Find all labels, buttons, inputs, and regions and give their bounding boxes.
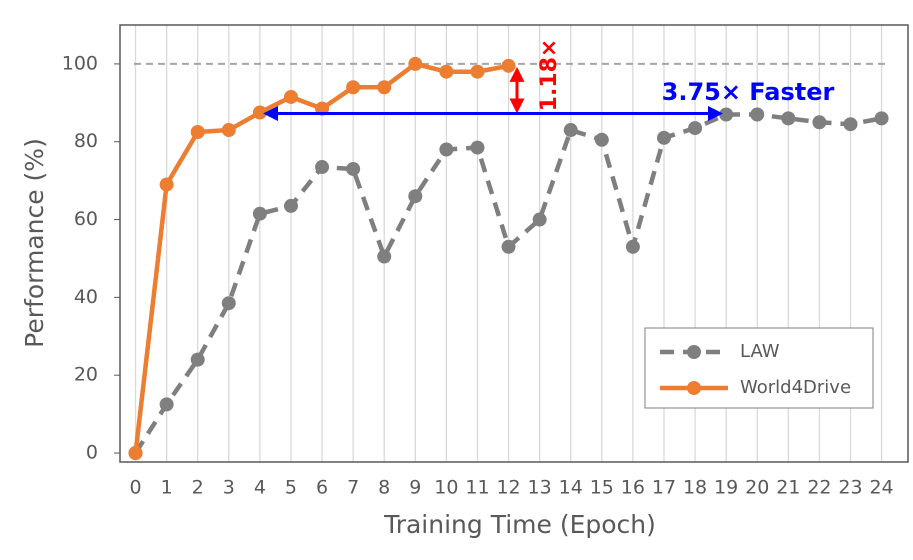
data-point [221, 123, 236, 138]
data-point [501, 58, 516, 73]
data-point [377, 249, 392, 264]
data-point [439, 64, 454, 79]
data-point [283, 89, 298, 104]
y-tick-label: 80 [74, 130, 98, 152]
x-tick-label: 9 [409, 477, 421, 499]
plot-frame [119, 24, 909, 463]
data-point [439, 142, 454, 157]
x-tick-label: 4 [254, 477, 266, 499]
x-tick-label: 12 [496, 477, 520, 499]
x-tick-label: 18 [683, 477, 707, 499]
x-tick-label: 15 [590, 477, 614, 499]
data-point [843, 117, 858, 132]
legend-marker [687, 345, 701, 359]
data-point [874, 111, 889, 126]
data-point [252, 206, 267, 221]
data-point [283, 198, 298, 213]
x-tick-label: 22 [807, 477, 831, 499]
x-tick-label: 13 [528, 477, 552, 499]
legend-marker [687, 381, 701, 395]
x-tick-label: 10 [434, 477, 458, 499]
legend-label: World4Drive [740, 377, 851, 398]
data-point [128, 446, 143, 460]
data-point [501, 239, 516, 254]
data-point [532, 212, 547, 227]
x-tick-label: 16 [621, 477, 645, 499]
data-point [408, 56, 423, 71]
data-point [159, 397, 174, 412]
x-axis-label: Training Time (Epoch) [383, 510, 656, 539]
annotation: 1.18× [537, 39, 562, 112]
x-tick-label: 3 [223, 477, 235, 499]
x-tick-label: 6 [316, 477, 328, 499]
annotations: 1.18× 3.75× Faster [263, 39, 835, 122]
data-point [656, 130, 671, 145]
data-point [470, 140, 485, 155]
data-point [594, 132, 609, 147]
legend [644, 327, 874, 409]
data-point [221, 296, 236, 311]
data-point [346, 161, 361, 176]
x-tick-label: 23 [838, 477, 862, 499]
data-point [750, 107, 765, 122]
data-point [563, 123, 578, 138]
data-point [159, 177, 174, 192]
y-tick-label: 20 [74, 364, 98, 386]
data-point [252, 105, 267, 120]
data-point [719, 107, 734, 122]
y-tick-label: 40 [74, 286, 98, 308]
x-tick-label: 2 [192, 477, 204, 499]
legend-label: LAW [740, 341, 780, 362]
x-tick-label: 5 [285, 477, 297, 499]
y-tick-label: 100 [62, 52, 98, 74]
data-point [377, 80, 392, 95]
data-point [408, 189, 423, 204]
x-tick-label: 0 [129, 477, 141, 499]
data-point [625, 239, 640, 254]
data-point [346, 80, 361, 95]
data-point [190, 125, 205, 139]
annotation: 3.75× Faster [662, 78, 835, 106]
data-point [190, 352, 205, 367]
x-tick-label: 11 [465, 477, 489, 499]
data-point [315, 160, 330, 175]
x-tick-label: 17 [652, 477, 676, 499]
x-tick-label: 7 [347, 477, 359, 499]
x-tick-label: 24 [869, 477, 893, 499]
x-tick-label: 1 [161, 477, 173, 499]
y-axis-label: Performance (%) [20, 138, 49, 348]
x-tick-label: 20 [745, 477, 769, 499]
data-point [781, 111, 796, 126]
x-tick-label: 21 [776, 477, 800, 499]
x-tick-label: 19 [714, 477, 738, 499]
x-tick-label: 8 [378, 477, 390, 499]
data-point [470, 64, 485, 79]
y-tick-label: 60 [74, 208, 98, 230]
data-point [688, 121, 703, 136]
x-tick-label: 14 [559, 477, 583, 499]
y-tick-label: 0 [86, 442, 98, 464]
data-point [812, 115, 827, 130]
